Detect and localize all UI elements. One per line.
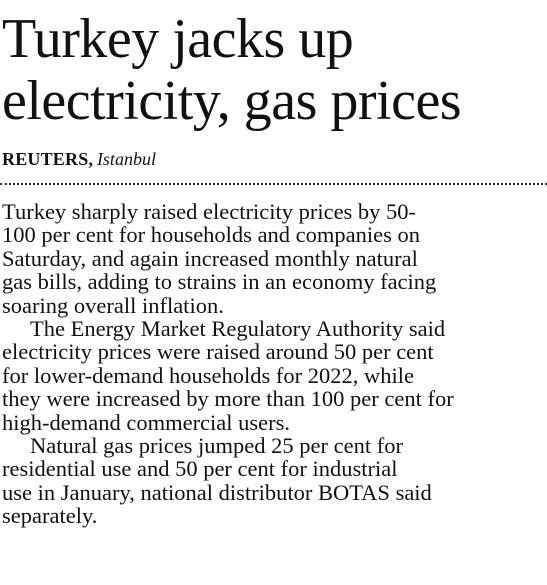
paragraph-2-line-3: for lower-demand households for 2022, wh… (2, 362, 414, 388)
paragraph-3-line-2: residential use and 50 per cent for indu… (2, 456, 398, 482)
paragraph-1: Turkey sharply raised electricity prices… (2, 200, 546, 317)
paragraph-3-line-3: use in January, national distributor BOT… (2, 479, 432, 505)
headline: Turkey jacks up electricity, gas prices (2, 8, 547, 132)
byline-dateline: Istanbul (96, 149, 156, 169)
headline-line-1: Turkey jacks up (2, 8, 354, 70)
dotted-divider (0, 183, 547, 185)
paragraph-2: The Energy Market Regulatory Authority s… (2, 317, 546, 434)
paragraph-1-line-3: Saturday, and again increased monthly na… (2, 245, 418, 271)
paragraph-3-line-4: separately. (2, 503, 98, 529)
paragraph-1-line-4: gas bills, adding to strains in an econo… (2, 269, 437, 295)
paragraph-2-line-5: high-demand commercial users. (2, 409, 291, 435)
byline: REUTERS, Istanbul (2, 148, 156, 170)
paragraph-2-line-2: electricity prices were raised around 50… (2, 339, 434, 365)
paragraph-3-line-1: Natural gas prices jumped 25 per cent fo… (30, 433, 403, 459)
byline-agency: REUTERS (2, 149, 89, 169)
paragraph-2-line-4: they were increased by more than 100 per… (2, 386, 454, 412)
paragraph-1-line-1: Turkey sharply raised electricity prices… (2, 199, 417, 224)
article-body: Turkey sharply raised electricity prices… (2, 200, 546, 528)
byline-separator: , (88, 149, 93, 169)
paragraph-1-line-5: soaring overall inflation. (2, 292, 224, 318)
paragraph-2-line-1: The Energy Market Regulatory Authority s… (30, 316, 446, 342)
paragraph-3: Natural gas prices jumped 25 per cent fo… (2, 434, 546, 528)
headline-line-2: electricity, gas prices (2, 70, 462, 132)
paragraph-1-line-2: 100 per cent for households and companie… (2, 222, 421, 248)
